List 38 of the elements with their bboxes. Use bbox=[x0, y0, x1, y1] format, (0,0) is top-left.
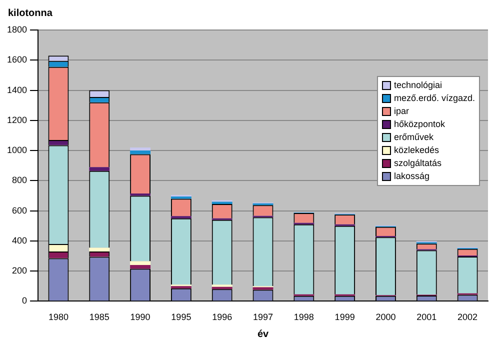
y-tick-label: 400 bbox=[12, 235, 28, 246]
legend-label: lakosság bbox=[394, 170, 430, 183]
legend-label: mező.erdő. vízgazd. bbox=[394, 92, 475, 105]
legend-label: szolgáltatás bbox=[394, 157, 442, 170]
bar bbox=[252, 287, 274, 290]
legend-label: ipar bbox=[394, 105, 409, 118]
legend-label: erőművek bbox=[394, 131, 434, 144]
y-tick-label: 1800 bbox=[6, 24, 28, 34]
bar bbox=[130, 148, 151, 151]
x-tick-label: 1995 bbox=[171, 312, 192, 322]
x-tick-label: 1985 bbox=[89, 312, 110, 322]
bar bbox=[89, 248, 110, 252]
x-tick-label: 1997 bbox=[252, 312, 274, 322]
legend-label: közlekedés bbox=[394, 144, 439, 157]
y-tick-label: 800 bbox=[12, 175, 28, 186]
y-tick-label: 0 bbox=[22, 296, 28, 306]
bar bbox=[89, 167, 110, 171]
y-axis-title: kilotonna bbox=[8, 8, 52, 19]
legend-label: hőközpontok bbox=[394, 118, 445, 131]
y-tick-label: 1200 bbox=[6, 114, 28, 125]
x-tick-label: 1999 bbox=[334, 312, 355, 322]
bar bbox=[130, 265, 151, 269]
x-tick-label: 1996 bbox=[212, 312, 232, 322]
y-tick-label: 1000 bbox=[6, 145, 28, 156]
x-tick-label: 1980 bbox=[48, 312, 68, 322]
x-tick-label: 2000 bbox=[376, 312, 396, 322]
bar bbox=[130, 150, 151, 154]
y-tick-label: 200 bbox=[12, 266, 28, 276]
y-tick-label: 1400 bbox=[6, 84, 28, 95]
y-tick-label: 600 bbox=[12, 205, 28, 216]
legend-label: technológiai bbox=[394, 79, 442, 92]
x-tick-label: 1998 bbox=[294, 312, 314, 322]
x-tick-label: 1990 bbox=[130, 312, 150, 322]
bar bbox=[130, 261, 151, 266]
y-tick-label: 1600 bbox=[6, 54, 28, 65]
x-tick-label: 2002 bbox=[458, 312, 478, 322]
x-tick-label: 2001 bbox=[416, 312, 437, 322]
x-axis-title: év bbox=[257, 328, 270, 340]
